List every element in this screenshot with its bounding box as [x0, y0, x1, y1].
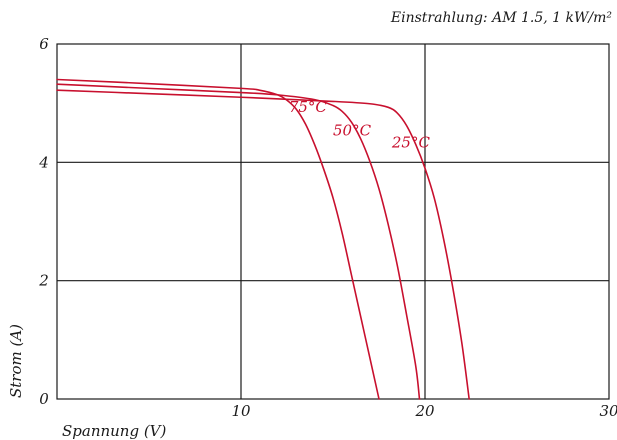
chart-title: Einstrahlung: AM 1.5, 1 kW/m² — [390, 10, 613, 26]
y-axis-label: Strom (A) — [7, 324, 25, 398]
y-tick-label: 4 — [38, 153, 49, 171]
grid — [56, 43, 610, 400]
y-tick-label: 2 — [38, 272, 49, 290]
curve-label: 75°C — [289, 98, 328, 116]
y-tick-label: 6 — [39, 35, 49, 53]
x-axis-label: Spannung (V) — [62, 422, 167, 440]
curve-label: 50°C — [333, 122, 372, 140]
series-line-75c — [56, 78, 380, 400]
series-line-50c — [56, 83, 421, 400]
x-tick-label: 30 — [599, 402, 617, 420]
y-tick-label: 0 — [39, 390, 49, 408]
x-tick-label: 20 — [414, 402, 435, 420]
x-tick-label: 10 — [231, 402, 251, 420]
plot-frame — [56, 43, 610, 400]
curve-labels: 75°C 50°C 25°C — [289, 98, 431, 152]
series-line-25c — [56, 89, 470, 400]
curve-label: 25°C — [391, 134, 431, 152]
tick-labels: 0 2 4 6 10 20 30 — [38, 35, 617, 420]
curves — [56, 78, 470, 400]
